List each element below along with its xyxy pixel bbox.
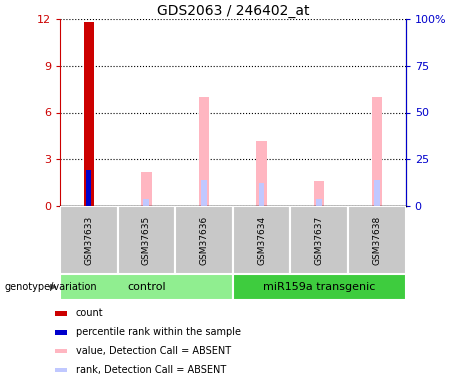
Bar — [233, 206, 290, 274]
Bar — [86, 170, 91, 206]
Bar — [348, 206, 406, 274]
Bar — [290, 206, 348, 274]
Bar — [201, 180, 207, 206]
Text: control: control — [127, 282, 165, 292]
Text: count: count — [76, 309, 103, 318]
Text: value, Detection Call = ABSENT: value, Detection Call = ABSENT — [76, 346, 230, 356]
Bar — [233, 274, 406, 300]
Text: GSM37638: GSM37638 — [372, 215, 381, 265]
Bar — [143, 199, 149, 206]
Text: GSM37637: GSM37637 — [315, 215, 324, 265]
Text: GSM37634: GSM37634 — [257, 215, 266, 265]
Bar — [314, 181, 325, 206]
Text: GSM37636: GSM37636 — [200, 215, 208, 265]
Text: rank, Detection Call = ABSENT: rank, Detection Call = ABSENT — [76, 365, 226, 375]
Bar — [372, 97, 382, 206]
Bar — [55, 311, 67, 316]
Bar — [55, 330, 67, 334]
Bar — [141, 172, 152, 206]
Text: GSM37633: GSM37633 — [84, 215, 93, 265]
Bar — [55, 349, 67, 353]
Title: GDS2063 / 246402_at: GDS2063 / 246402_at — [157, 4, 309, 18]
Bar — [316, 199, 322, 206]
Bar — [60, 274, 233, 300]
Bar — [259, 183, 265, 206]
Bar — [118, 206, 175, 274]
Bar — [60, 206, 118, 274]
Bar — [256, 141, 267, 206]
Text: genotype/variation: genotype/variation — [5, 282, 97, 292]
Bar — [374, 180, 380, 206]
Text: GSM37635: GSM37635 — [142, 215, 151, 265]
Bar — [199, 97, 209, 206]
Text: miR159a transgenic: miR159a transgenic — [263, 282, 375, 292]
Bar — [83, 22, 94, 206]
Text: percentile rank within the sample: percentile rank within the sample — [76, 327, 241, 337]
Bar — [175, 206, 233, 274]
Bar — [55, 368, 67, 372]
